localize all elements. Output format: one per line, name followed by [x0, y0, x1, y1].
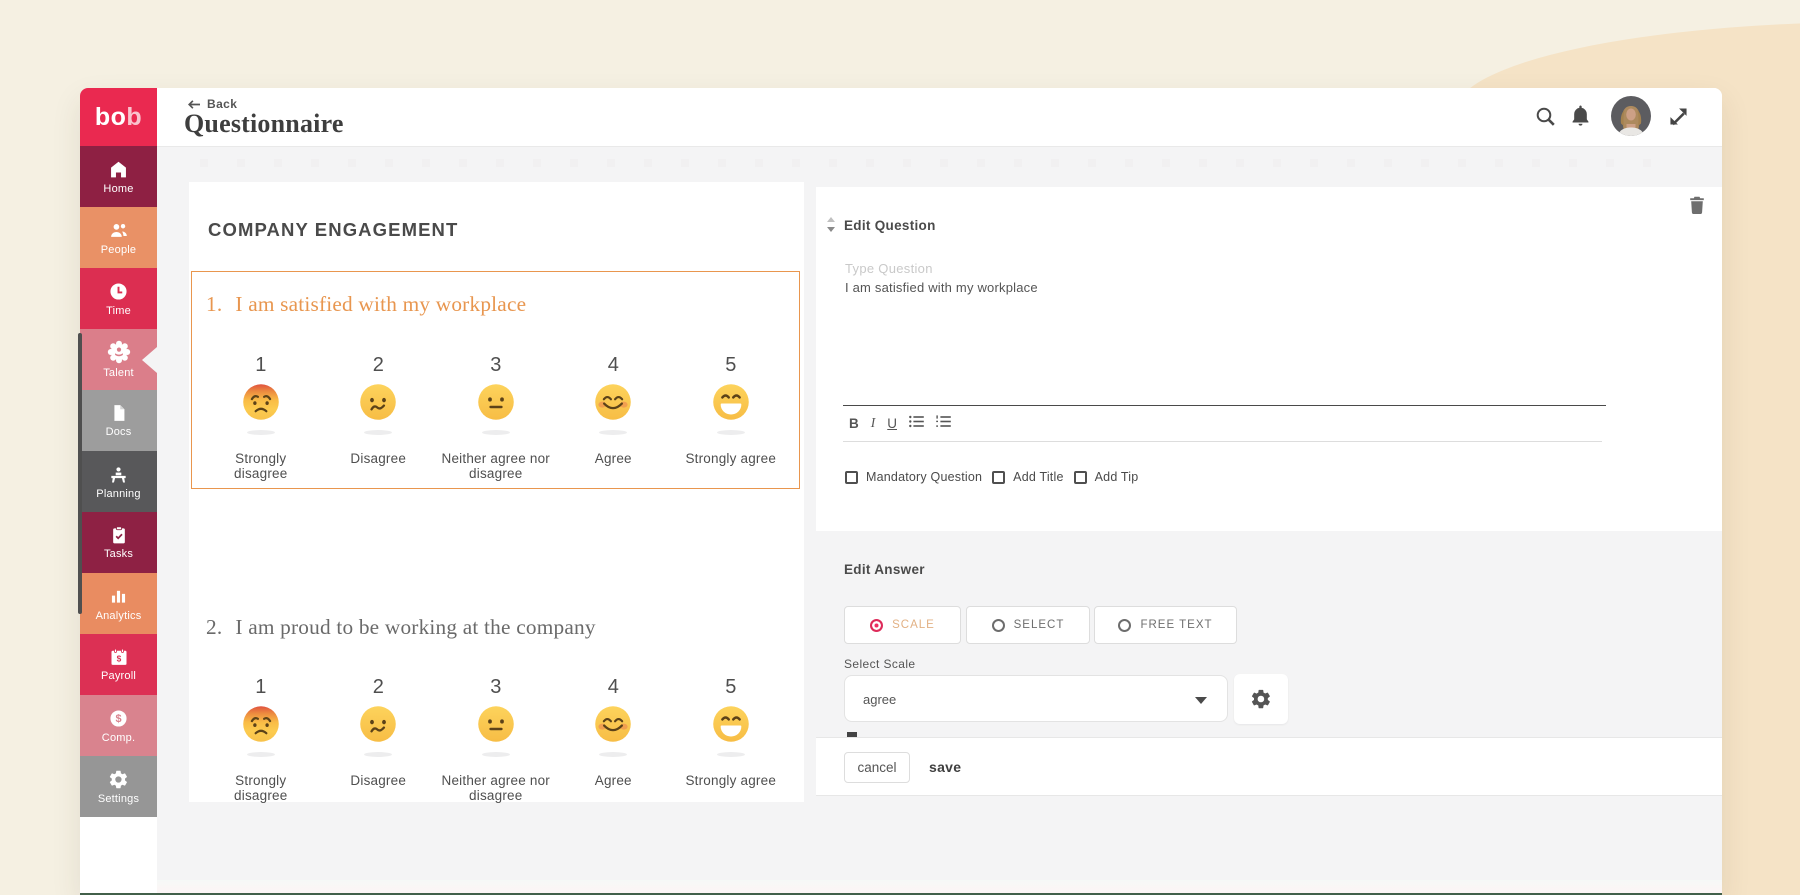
svg-text:$: $ [115, 713, 121, 725]
svg-text:$: $ [116, 654, 121, 664]
